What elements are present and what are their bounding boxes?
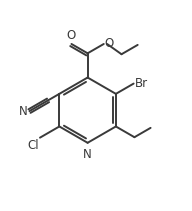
Text: Cl: Cl	[27, 139, 39, 151]
Text: N: N	[83, 148, 92, 161]
Text: Br: Br	[135, 77, 148, 90]
Text: O: O	[105, 38, 114, 50]
Text: O: O	[66, 29, 75, 42]
Text: N: N	[19, 105, 28, 118]
